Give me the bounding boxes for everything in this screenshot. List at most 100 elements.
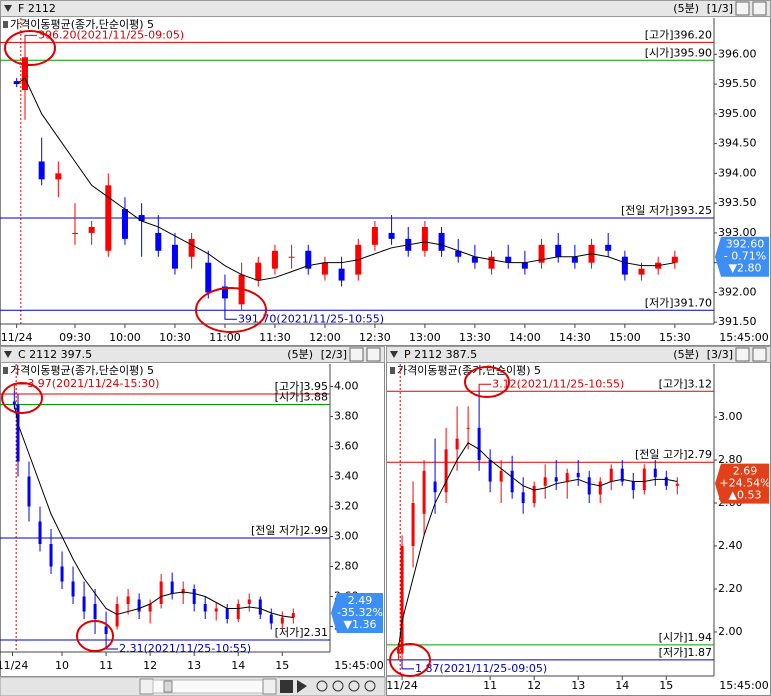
candle-body bbox=[155, 232, 162, 251]
candle-body bbox=[55, 173, 62, 180]
zoom-in[interactable] bbox=[316, 680, 328, 692]
close-button[interactable] bbox=[752, 1, 767, 16]
reference-label: [저가]391.70 bbox=[645, 296, 712, 309]
candle-body bbox=[148, 604, 152, 612]
x-tick-label: 14 bbox=[231, 659, 245, 672]
highlight-circle bbox=[195, 287, 267, 333]
candle-body bbox=[236, 604, 240, 619]
scroll-thumb[interactable] bbox=[163, 680, 173, 693]
y-tick-label: 2.80 bbox=[334, 560, 359, 573]
x-tick-label: 15:30 bbox=[659, 331, 691, 344]
candle-body bbox=[88, 226, 95, 233]
candle-body bbox=[388, 232, 395, 239]
candle-body bbox=[38, 521, 42, 544]
candle-body bbox=[137, 599, 141, 612]
y-tick-label: 2.00 bbox=[718, 625, 743, 638]
candle-body bbox=[422, 470, 426, 514]
candle-body bbox=[38, 161, 45, 180]
moving-average bbox=[16, 77, 675, 282]
panel bbox=[0, 346, 385, 677]
candle-body bbox=[291, 613, 295, 618]
reference-label: [저가]1.87 bbox=[659, 646, 712, 659]
candle-body bbox=[411, 503, 415, 546]
scroll-left[interactable] bbox=[139, 678, 154, 695]
candle-body bbox=[499, 470, 503, 482]
candle-body bbox=[255, 262, 262, 281]
candle-body bbox=[396, 649, 400, 654]
reference-label: [고가]396.20 bbox=[645, 28, 712, 41]
candle-body bbox=[488, 256, 495, 269]
zoom-out[interactable] bbox=[332, 680, 344, 692]
annotation-label: 3.97(2021/11/24-15:30) bbox=[27, 377, 159, 390]
current-diff: ▲0.53 bbox=[729, 489, 762, 502]
current-change: - 0.71% bbox=[724, 250, 766, 263]
candle-body bbox=[642, 468, 646, 491]
current-change: -35.32% bbox=[337, 606, 383, 619]
highlight-circle bbox=[76, 620, 114, 652]
title-icon bbox=[4, 5, 12, 12]
annotation-label: 396.20(2021/11/25-09:05) bbox=[38, 28, 184, 41]
candle-body bbox=[60, 566, 64, 582]
candle-body bbox=[455, 438, 459, 450]
candle-body bbox=[188, 238, 195, 257]
play-button[interactable] bbox=[297, 680, 307, 693]
options-button[interactable] bbox=[735, 1, 750, 16]
candle-body bbox=[159, 581, 163, 604]
x-tick-label: 13 bbox=[571, 679, 585, 692]
y-tick-label: 394.50 bbox=[718, 137, 757, 150]
candle-body bbox=[554, 477, 558, 482]
reference-label: [전일 고가]2.79 bbox=[635, 447, 712, 461]
candle-body bbox=[104, 626, 108, 634]
highlight-circle bbox=[4, 30, 56, 66]
candle-body bbox=[93, 604, 97, 619]
candle-body bbox=[471, 256, 478, 263]
legend-label: 가격이동평균(종가,단순이평) 5 bbox=[10, 364, 154, 377]
highlight-circle bbox=[464, 366, 510, 398]
y-tick-label: 2.80 bbox=[718, 453, 743, 466]
zoom-reset[interactable] bbox=[364, 680, 376, 692]
candle-body bbox=[521, 262, 528, 269]
candle-body bbox=[171, 244, 178, 269]
options-button[interactable] bbox=[349, 347, 364, 362]
candle-body bbox=[587, 477, 591, 495]
x-tick-label: 15 bbox=[659, 679, 673, 692]
candle-body bbox=[126, 596, 130, 604]
candle-body bbox=[510, 470, 514, 493]
x-tick-label: 11/24 bbox=[0, 659, 28, 672]
y-tick-label: 391.50 bbox=[718, 315, 757, 328]
panel-page: [2/3] bbox=[321, 348, 347, 361]
zoom-fit[interactable] bbox=[348, 680, 360, 692]
reference-label: [시가]395.90 bbox=[645, 46, 712, 59]
reference-label: [시가]3.88 bbox=[275, 391, 328, 404]
title-icon bbox=[390, 351, 398, 358]
candle-body bbox=[538, 244, 545, 263]
candle-body bbox=[71, 232, 78, 234]
current-price-box bbox=[715, 463, 769, 504]
close-button[interactable] bbox=[752, 347, 767, 362]
candle-body bbox=[27, 476, 31, 507]
y-tick-label: 2.20 bbox=[718, 582, 743, 595]
x-tick-label: 13 bbox=[187, 659, 201, 672]
annotation-arrow bbox=[224, 310, 237, 320]
panel bbox=[0, 0, 771, 346]
panel-title: C 2112 397.5 bbox=[18, 348, 92, 361]
current-diff: ▼1.36 bbox=[344, 618, 377, 631]
candle-body bbox=[214, 608, 218, 612]
scroll-right[interactable] bbox=[262, 678, 277, 695]
reference-label: [시가]1.94 bbox=[659, 631, 712, 644]
panel-title: F 2112 bbox=[18, 2, 56, 15]
candle-body bbox=[288, 256, 295, 258]
annotation-label: 2.31(2021/11/25-10:55) bbox=[119, 642, 251, 655]
close-button[interactable] bbox=[366, 347, 381, 362]
x-tick-label: 12:00 bbox=[309, 331, 341, 344]
options-button[interactable] bbox=[735, 347, 750, 362]
x-tick-label: 12 bbox=[143, 659, 157, 672]
reference-label: [전일 저가]393.25 bbox=[621, 203, 712, 217]
stop-button[interactable] bbox=[280, 680, 293, 693]
candle-body bbox=[221, 286, 228, 299]
candle-body bbox=[82, 596, 86, 612]
candle-body bbox=[121, 209, 128, 239]
current-price: 392.60 bbox=[726, 238, 765, 251]
candle-body bbox=[247, 599, 251, 604]
highlights bbox=[1, 30, 510, 677]
